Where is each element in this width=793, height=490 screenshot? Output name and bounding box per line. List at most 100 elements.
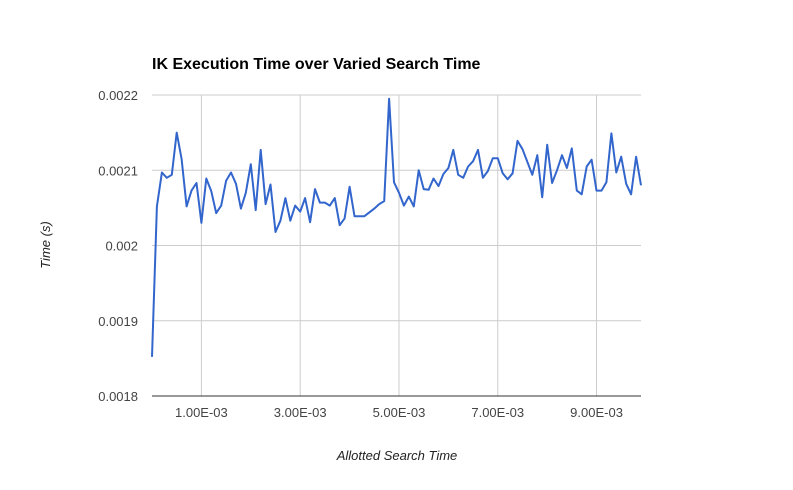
- data-point: [426, 187, 432, 193]
- data-point: [544, 142, 550, 148]
- data-point: [391, 179, 397, 185]
- data-point: [258, 147, 264, 153]
- data-point: [361, 213, 367, 219]
- data-point: [480, 175, 486, 181]
- data-point: [169, 172, 175, 178]
- data-point: [198, 220, 204, 226]
- data-point: [287, 218, 293, 224]
- data-point: [243, 190, 249, 196]
- data-point: [366, 209, 372, 215]
- data-point: [312, 186, 318, 192]
- data-point: [213, 210, 219, 216]
- data-point: [554, 167, 560, 173]
- data-point: [539, 194, 545, 200]
- series-line: [151, 97, 642, 357]
- data-point: [174, 130, 180, 136]
- data-point: [371, 206, 377, 212]
- data-point: [638, 182, 644, 188]
- data-point: [510, 170, 516, 176]
- data-point: [549, 180, 555, 186]
- data-point: [253, 207, 259, 213]
- data-point: [569, 145, 575, 151]
- data-point: [470, 158, 476, 164]
- data-point: [263, 201, 269, 207]
- data-point: [450, 147, 456, 153]
- data-point: [248, 161, 254, 167]
- y-axis-label: Time (s): [38, 221, 53, 269]
- data-point: [608, 130, 614, 136]
- data-point: [159, 170, 165, 176]
- data-point: [515, 138, 521, 144]
- x-axis-label: Allotted Search Time: [336, 448, 458, 463]
- chart-grid: [152, 94, 641, 396]
- data-point: [268, 182, 274, 188]
- data-point: [223, 178, 229, 184]
- data-point: [416, 167, 422, 173]
- data-point: [431, 176, 437, 182]
- data-point: [189, 188, 195, 194]
- data-point: [598, 188, 604, 194]
- data-point: [406, 194, 412, 200]
- chart-series: [149, 96, 644, 360]
- data-point: [277, 218, 283, 224]
- data-point: [238, 206, 244, 212]
- data-point: [633, 154, 639, 160]
- x-tick-label: 9.00E-03: [570, 405, 623, 420]
- y-tick-label: 0.0021: [98, 163, 138, 178]
- data-point: [500, 170, 506, 176]
- data-point: [193, 180, 199, 186]
- data-point: [184, 203, 190, 209]
- data-point: [584, 163, 590, 169]
- data-point: [579, 191, 585, 197]
- data-point: [435, 183, 441, 189]
- data-point: [154, 203, 160, 209]
- data-point: [401, 203, 407, 209]
- y-tick-label: 0.0019: [98, 314, 138, 329]
- data-point: [603, 179, 609, 185]
- data-point: [529, 172, 535, 178]
- data-point: [282, 195, 288, 201]
- data-point: [628, 191, 634, 197]
- data-point: [272, 229, 278, 235]
- data-point: [347, 184, 353, 190]
- data-point: [564, 165, 570, 171]
- y-tick-label: 0.002: [105, 239, 138, 254]
- x-tick-label: 3.00E-03: [274, 405, 327, 420]
- data-point: [149, 354, 155, 360]
- data-point: [445, 165, 451, 171]
- data-point: [297, 209, 303, 215]
- chart-title: IK Execution Time over Varied Search Tim…: [152, 56, 481, 73]
- data-point: [337, 222, 343, 228]
- data-point: [559, 152, 565, 158]
- data-point: [495, 155, 501, 161]
- data-point: [381, 198, 387, 204]
- data-point: [233, 181, 239, 187]
- data-point: [465, 163, 471, 169]
- data-point: [505, 176, 511, 182]
- data-point: [613, 170, 619, 176]
- data-point: [208, 188, 214, 194]
- data-point: [386, 96, 392, 102]
- data-point: [534, 152, 540, 158]
- data-point: [396, 190, 402, 196]
- data-point: [302, 195, 308, 201]
- data-point: [460, 175, 466, 181]
- data-point: [574, 188, 580, 194]
- data-point: [440, 171, 446, 177]
- data-point: [327, 203, 333, 209]
- data-point: [179, 156, 185, 162]
- data-point: [475, 147, 481, 153]
- x-tick-label: 5.00E-03: [373, 405, 426, 420]
- data-point: [485, 168, 491, 174]
- y-tick-label: 0.0018: [98, 389, 138, 404]
- data-point: [342, 215, 348, 221]
- y-tick-label: 0.0022: [98, 88, 138, 103]
- data-point: [228, 170, 234, 176]
- data-point: [292, 203, 298, 209]
- x-tick-label: 7.00E-03: [471, 405, 524, 420]
- chart-tick-labels: 0.0018 0.0019 0.002 0.0021 0.0022 1.00E-03 3.0…: [98, 88, 623, 420]
- data-point: [218, 203, 224, 209]
- x-tick-label: 1.00E-03: [175, 405, 228, 420]
- data-point: [332, 195, 338, 201]
